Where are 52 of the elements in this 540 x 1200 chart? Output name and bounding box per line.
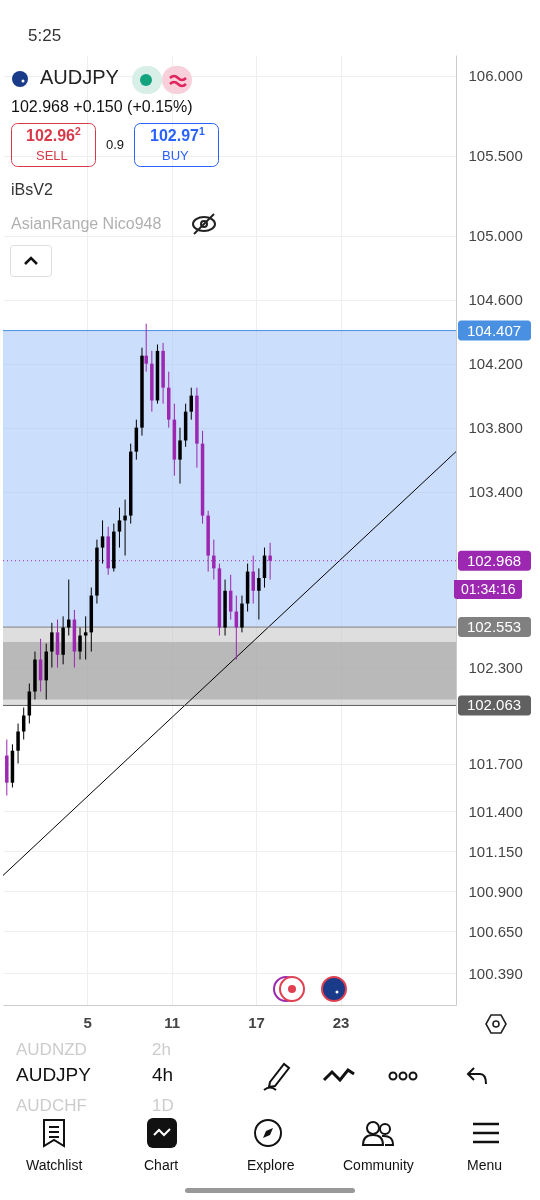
y-tick-label: 106.000 [468, 67, 523, 85]
candlestick [178, 427, 182, 485]
y-tick-label: 105.000 [468, 227, 523, 245]
text: 4h [152, 1064, 174, 1086]
text: AUDJPY [16, 1064, 91, 1086]
text: 01:34:16 [454, 580, 522, 599]
y-tick-label: 104.600 [468, 291, 523, 309]
ref-line-label: 102.553 [466, 618, 522, 636]
candlestick [16, 723, 20, 764]
y-tick-label: 104.200 [468, 355, 523, 373]
candlestick [78, 627, 82, 661]
annotation: AsianRange Nico948 [11, 215, 162, 233]
candlestick [257, 567, 261, 621]
text: 102.968 +0.150 (+0.15%) [11, 98, 193, 116]
x-tick-label: 11 [164, 1013, 180, 1031]
annotation: 102.96$^{2}$ [26, 126, 81, 146]
annotation: 0.9 [106, 137, 125, 152]
ref-line-label: 104.407 [466, 321, 522, 339]
text: Chart [144, 1157, 179, 1173]
text: AUDJPY [40, 66, 119, 89]
text: Explore [247, 1157, 295, 1173]
candlestick [117, 507, 122, 549]
y-tick-label: 101.150 [468, 842, 523, 860]
text: 5:25 [28, 26, 62, 46]
candlestick [83, 615, 88, 661]
ref-line-label: 102.968 [466, 551, 522, 569]
candlestick [240, 595, 244, 633]
y-tick-label: 101.700 [468, 755, 523, 772]
y-tick-label: 105.500 [468, 147, 523, 165]
y-tick-label: 101.400 [468, 802, 523, 820]
annotation: 102.97$^{1}$ [150, 126, 205, 146]
x-tick-label: 5 [83, 1013, 92, 1031]
y-tick-label: 102.300 [468, 659, 523, 677]
x-tick-label: 23 [332, 1013, 350, 1031]
annotation: BUY [162, 148, 189, 163]
candlestick [67, 579, 71, 637]
candlestick [100, 519, 105, 565]
y-tick-label: 103.800 [468, 419, 523, 437]
y-tick-label: 100.650 [468, 922, 523, 940]
annotation: SELL [36, 148, 68, 163]
annotation: iBsV2 [11, 181, 53, 199]
text: Community [343, 1157, 414, 1173]
candlestick [50, 622, 54, 669]
text: Watchlist [26, 1157, 83, 1173]
x-tick-label: 17 [248, 1013, 265, 1031]
text: Menu [467, 1157, 503, 1173]
y-tick-label: 103.400 [468, 483, 523, 501]
candlestick [144, 323, 148, 373]
ref-line-label: 102.063 [466, 696, 522, 714]
y-tick-label: 100.390 [468, 964, 523, 982]
y-tick-label: 100.900 [468, 882, 523, 900]
candlestick [123, 499, 127, 557]
